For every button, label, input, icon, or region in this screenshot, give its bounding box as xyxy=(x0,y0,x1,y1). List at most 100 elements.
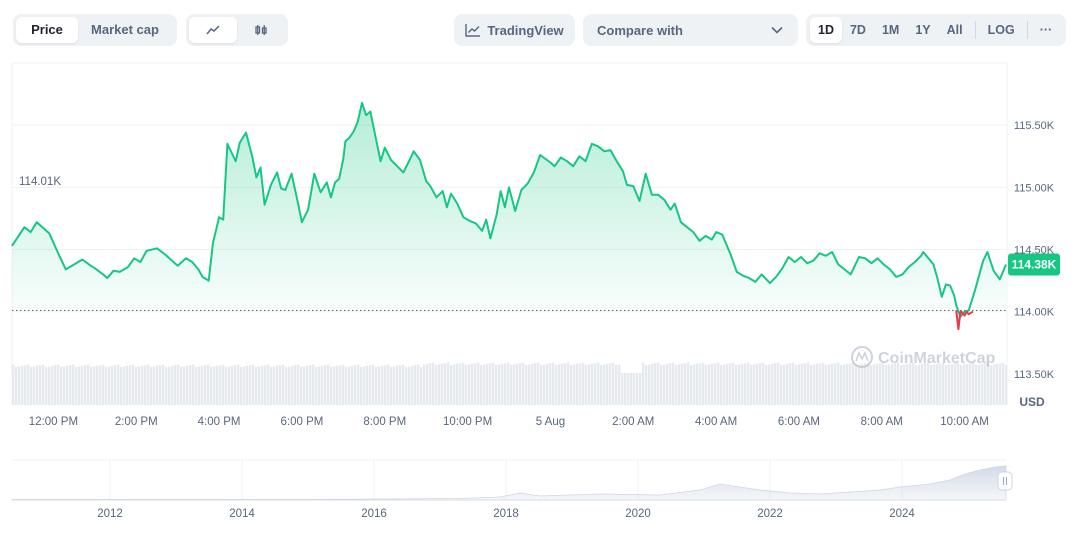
price-tab[interactable]: Price xyxy=(16,17,78,43)
candlestick-chart-button[interactable] xyxy=(237,17,285,43)
volume-bar xyxy=(339,365,342,405)
volume-bar xyxy=(759,363,762,405)
volume-bar xyxy=(240,367,243,405)
volume-bar xyxy=(633,373,636,405)
volume-bar xyxy=(183,366,186,405)
volume-bar xyxy=(588,364,591,405)
volume-bar xyxy=(738,364,741,405)
compare-with-dropdown[interactable]: Compare with xyxy=(583,14,798,46)
volume-bar xyxy=(627,373,630,405)
volume-bar xyxy=(480,365,483,405)
volume-bars xyxy=(12,362,1008,405)
overview-year-label: 2020 xyxy=(625,508,651,520)
volume-bar xyxy=(783,364,786,405)
more-options-button[interactable]: ··· xyxy=(1039,23,1053,37)
volume-bar xyxy=(912,362,915,405)
x-tick-label: 2:00 AM xyxy=(612,416,654,428)
volume-bar xyxy=(360,367,363,405)
tradingview-button[interactable]: TradingView xyxy=(454,14,575,46)
x-tick-label: 8:00 AM xyxy=(861,416,903,428)
volume-bar xyxy=(873,364,876,405)
overview-handle[interactable] xyxy=(997,471,1013,491)
volume-bar xyxy=(519,363,522,405)
volume-bar xyxy=(942,362,945,405)
volume-bar xyxy=(981,363,984,405)
volume-bar xyxy=(21,365,24,405)
range-1m-tab[interactable]: 1M xyxy=(881,23,900,37)
volume-bar xyxy=(495,365,498,405)
volume-bar xyxy=(465,365,468,405)
volume-bar xyxy=(591,363,594,405)
range-1y-tab[interactable]: 1Y xyxy=(915,23,931,37)
volume-bar xyxy=(975,365,978,405)
volume-bar xyxy=(921,363,924,405)
volume-bar xyxy=(120,367,123,405)
volume-bar xyxy=(990,365,993,405)
volume-bar xyxy=(141,365,144,405)
volume-bar xyxy=(558,364,561,405)
overview-year-label: 2024 xyxy=(889,508,915,520)
volume-bar xyxy=(249,365,252,405)
volume-bar xyxy=(48,366,51,405)
volume-bar xyxy=(423,364,426,405)
volume-bar xyxy=(600,365,603,405)
volume-bar xyxy=(621,373,624,405)
volume-bar xyxy=(915,365,918,405)
volume-bar xyxy=(648,364,651,405)
volume-bar xyxy=(51,365,54,405)
volume-bar xyxy=(189,365,192,405)
overview-handle-box[interactable] xyxy=(997,471,1013,491)
volume-bar xyxy=(708,364,711,405)
volume-bar xyxy=(414,365,417,405)
market-cap-tab[interactable]: Market cap xyxy=(91,22,159,37)
volume-bar xyxy=(108,366,111,405)
log-scale-button[interactable]: LOG xyxy=(987,23,1015,37)
volume-bar xyxy=(837,362,840,405)
volume-bar xyxy=(771,363,774,405)
range-7d-tab[interactable]: 7D xyxy=(849,23,866,37)
volume-bar xyxy=(972,362,975,405)
volume-bar xyxy=(813,364,816,405)
volume-bar xyxy=(522,362,525,405)
volume-bar xyxy=(810,365,813,405)
volume-bar xyxy=(747,362,750,405)
volume-bar xyxy=(105,367,108,405)
overview-navigator[interactable]: 2012 2014 2016 2018 2020 2022 2024 xyxy=(11,459,1013,520)
volume-bar xyxy=(723,364,726,405)
x-axis-labels: 12:00 PM 2:00 PM 4:00 PM 6:00 PM 8:00 PM 10:0… xyxy=(29,416,989,428)
volume-bar xyxy=(711,363,714,405)
volume-bar xyxy=(867,362,870,405)
volume-bar xyxy=(714,363,717,405)
volume-bar xyxy=(375,367,378,405)
volume-bar xyxy=(447,362,450,405)
volume-bar xyxy=(264,365,267,405)
volume-bar xyxy=(291,365,294,405)
volume-bar xyxy=(429,363,432,405)
line-chart-button[interactable] xyxy=(189,17,237,43)
range-all-tab[interactable]: All xyxy=(946,23,963,37)
volume-bar xyxy=(840,365,843,405)
volume-bar xyxy=(114,365,117,405)
volume-bar xyxy=(123,366,126,405)
volume-bar xyxy=(660,365,663,405)
volume-bar xyxy=(750,365,753,405)
volume-bar xyxy=(834,363,837,405)
volume-bar xyxy=(462,362,465,405)
volume-bar xyxy=(378,366,381,405)
volume-bar xyxy=(234,365,237,405)
volume-bar xyxy=(900,365,903,405)
volume-bar xyxy=(285,367,288,405)
volume-bar xyxy=(255,367,258,405)
volume-bar xyxy=(84,365,87,405)
volume-bar xyxy=(636,373,639,405)
volume-bar xyxy=(615,365,618,405)
volume-bar xyxy=(729,363,732,405)
volume-bar xyxy=(897,362,900,405)
volume-bar xyxy=(531,363,534,405)
range-1d-tab[interactable]: 1D xyxy=(810,17,842,43)
volume-bar xyxy=(426,363,429,405)
volume-bar xyxy=(978,364,981,405)
volume-bar xyxy=(201,365,204,405)
volume-bar xyxy=(207,364,210,405)
